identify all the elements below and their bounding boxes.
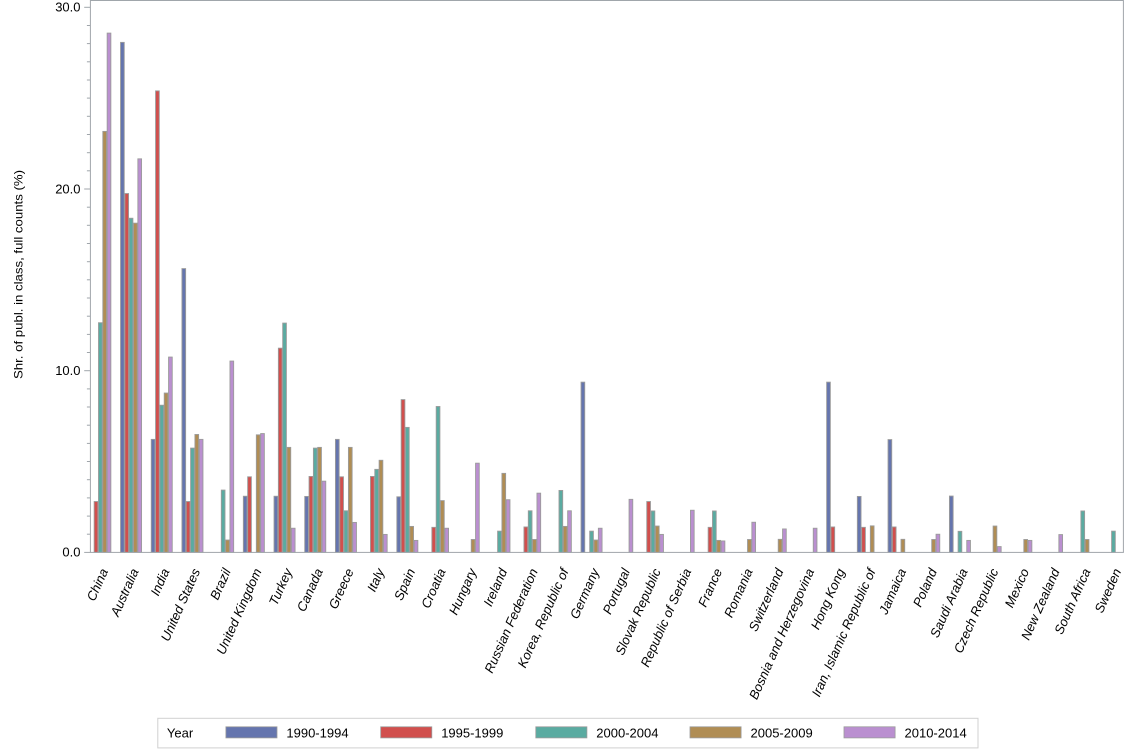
svg-text:20.0: 20.0: [55, 181, 80, 196]
svg-text:2000-2004: 2000-2004: [596, 726, 658, 741]
svg-text:Shr. of publ. in class, full c: Shr. of publ. in class, full counts (%): [12, 170, 26, 379]
svg-text:Year: Year: [167, 726, 194, 741]
svg-text:10.0: 10.0: [55, 363, 80, 378]
svg-text:0.0: 0.0: [62, 545, 80, 560]
svg-text:1990-1994: 1990-1994: [286, 726, 348, 741]
svg-text:2005-2009: 2005-2009: [751, 726, 813, 741]
svg-text:1995-1999: 1995-1999: [441, 726, 503, 741]
svg-text:2010-2014: 2010-2014: [905, 726, 967, 741]
svg-text:30.0: 30.0: [55, 0, 80, 15]
